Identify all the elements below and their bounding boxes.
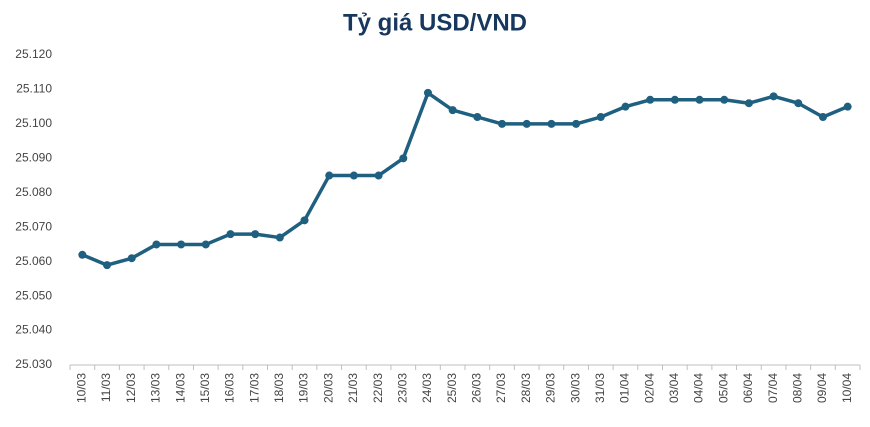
point <box>399 154 408 163</box>
point <box>646 95 655 104</box>
x-tick-label: 22/03 <box>371 373 385 403</box>
point <box>177 240 186 249</box>
x-tick-label: 28/03 <box>519 373 533 403</box>
x-tick-label: 21/03 <box>346 373 360 403</box>
point <box>818 113 827 121</box>
point <box>300 216 309 225</box>
x-tick-label: 04/04 <box>692 373 706 403</box>
point <box>201 240 210 249</box>
x-tick-label: 14/03 <box>173 373 187 403</box>
x-tick-label: 19/03 <box>297 373 311 403</box>
point <box>473 113 482 121</box>
point <box>744 99 753 108</box>
point <box>152 240 161 249</box>
x-tick-label: 07/04 <box>766 373 780 403</box>
x-tick-label: 10/03 <box>75 373 89 403</box>
point <box>275 233 284 242</box>
x-tick-label: 29/03 <box>544 373 558 403</box>
point <box>596 113 605 121</box>
x-tick-label: 03/04 <box>667 373 681 403</box>
point <box>349 171 358 180</box>
chart-title: Tỷ giá USD/VND <box>343 9 527 36</box>
x-tick-label: 05/04 <box>716 373 730 403</box>
y-tick-label: 25.070 <box>15 219 52 233</box>
x-tick-label: 15/03 <box>198 373 212 403</box>
point <box>251 230 260 239</box>
x-tick-label: 16/03 <box>223 373 237 403</box>
x-tick-label: 10/04 <box>840 373 854 403</box>
point <box>720 95 729 104</box>
line <box>81 91 849 267</box>
y-tick-label: 25.050 <box>15 288 52 302</box>
x-tick-label: 17/03 <box>247 373 261 403</box>
point <box>498 119 507 128</box>
point <box>127 254 136 263</box>
x-tick-label: 13/03 <box>149 373 163 403</box>
point <box>794 99 803 108</box>
point <box>374 171 383 180</box>
point <box>695 95 704 104</box>
x-tick-label: 06/04 <box>741 373 755 403</box>
x-tick-label: 26/03 <box>470 373 484 403</box>
point <box>103 261 112 270</box>
y-tick-label: 25.040 <box>15 323 52 337</box>
y-tick-label: 25.080 <box>15 185 52 199</box>
point <box>572 119 581 128</box>
point <box>843 102 852 111</box>
point <box>522 119 531 128</box>
point <box>621 102 630 111</box>
x-tick-label: 27/03 <box>494 373 508 403</box>
y-tick-label: 25.090 <box>15 151 52 165</box>
point <box>78 250 87 259</box>
y-tick-label: 25.060 <box>15 254 52 268</box>
point <box>226 230 235 239</box>
y-tick-label: 25.120 <box>15 47 52 61</box>
x-tick-label: 30/03 <box>568 373 582 403</box>
x-tick-label: 24/03 <box>420 373 434 403</box>
x-tick-label: 20/03 <box>321 373 335 403</box>
point <box>547 119 556 128</box>
x-tick-label: 01/04 <box>618 373 632 403</box>
y-tick-label: 25.100 <box>15 116 52 130</box>
x-tick-label: 23/03 <box>395 373 409 403</box>
x-tick-label: 25/03 <box>445 373 459 403</box>
x-tick-label: 31/03 <box>593 373 607 403</box>
point <box>670 95 679 104</box>
x-tick-label: 18/03 <box>272 373 286 403</box>
point <box>448 106 457 115</box>
point <box>769 92 778 101</box>
x-tick-label: 11/03 <box>99 373 113 402</box>
x-tick-label: 12/03 <box>124 373 138 403</box>
x-tick-label: 02/04 <box>642 373 656 403</box>
y-tick-label: 25.110 <box>16 82 52 96</box>
x-tick-label: 09/04 <box>815 373 829 403</box>
point <box>423 88 432 97</box>
x-tick-label: 08/04 <box>790 373 804 403</box>
point <box>325 171 334 180</box>
y-tick-label: 25.030 <box>15 357 52 371</box>
